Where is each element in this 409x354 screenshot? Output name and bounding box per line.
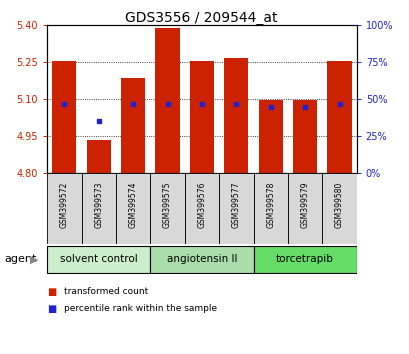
Text: GSM399574: GSM399574 xyxy=(128,182,137,228)
Text: GSM399578: GSM399578 xyxy=(265,182,274,228)
Bar xyxy=(224,58,248,173)
Bar xyxy=(52,62,76,173)
Text: ■: ■ xyxy=(47,287,56,297)
Bar xyxy=(86,140,110,173)
Bar xyxy=(121,78,145,173)
Text: GSM399580: GSM399580 xyxy=(334,182,343,228)
Text: angiotensin II: angiotensin II xyxy=(166,254,236,264)
FancyBboxPatch shape xyxy=(184,173,218,244)
FancyBboxPatch shape xyxy=(150,173,184,244)
Bar xyxy=(292,99,317,173)
FancyBboxPatch shape xyxy=(47,246,150,273)
Text: torcetrapib: torcetrapib xyxy=(276,254,333,264)
Text: GSM399577: GSM399577 xyxy=(231,182,240,228)
FancyBboxPatch shape xyxy=(321,173,356,244)
Text: solvent control: solvent control xyxy=(60,254,137,264)
FancyBboxPatch shape xyxy=(218,173,253,244)
Bar xyxy=(189,62,213,173)
Bar xyxy=(327,62,351,173)
Text: GDS3556 / 209544_at: GDS3556 / 209544_at xyxy=(124,11,276,25)
Text: GSM399573: GSM399573 xyxy=(94,182,103,228)
Text: GSM399572: GSM399572 xyxy=(60,182,69,228)
FancyBboxPatch shape xyxy=(47,173,81,244)
FancyBboxPatch shape xyxy=(81,173,116,244)
Text: percentile rank within the sample: percentile rank within the sample xyxy=(63,304,216,313)
Text: agent: agent xyxy=(4,254,36,264)
FancyBboxPatch shape xyxy=(116,173,150,244)
Text: GSM399575: GSM399575 xyxy=(163,182,172,228)
FancyBboxPatch shape xyxy=(287,173,321,244)
FancyBboxPatch shape xyxy=(253,246,356,273)
Bar xyxy=(258,99,282,173)
Text: GSM399579: GSM399579 xyxy=(300,182,309,228)
Bar xyxy=(155,29,179,173)
Text: ▶: ▶ xyxy=(30,254,38,264)
FancyBboxPatch shape xyxy=(253,173,287,244)
Text: GSM399576: GSM399576 xyxy=(197,182,206,228)
FancyBboxPatch shape xyxy=(150,246,253,273)
Text: ■: ■ xyxy=(47,304,56,314)
Text: transformed count: transformed count xyxy=(63,287,147,296)
